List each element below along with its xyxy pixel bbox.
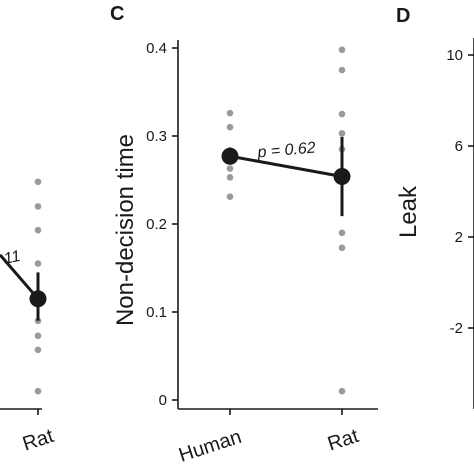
panel-c-point-0 xyxy=(226,109,234,117)
panel-b: 11 Rat xyxy=(0,178,57,456)
panel-c-point-13 xyxy=(338,387,346,395)
panel-c-x-label-rat: Rat xyxy=(325,425,362,456)
panel-b-point-7 xyxy=(34,387,42,395)
panel-d-y-tick-label-2: 2 xyxy=(455,229,463,246)
panel-c-point-3 xyxy=(226,165,234,172)
panel-c-p-value: p = 0.62 xyxy=(256,140,317,162)
panel-b-point-6 xyxy=(34,346,42,354)
panel-c-points xyxy=(226,46,346,395)
panel-c-mean-rat xyxy=(333,167,351,185)
panel-b-mean-connector xyxy=(0,253,40,300)
panel-c-y-tick-label-0: 0 xyxy=(159,392,167,409)
panel-c-y-tick-label-3: 0.3 xyxy=(146,128,167,145)
panel-d-y-ticks: 10 6 2 -2 xyxy=(446,47,474,337)
panel-b-annotation: 11 xyxy=(2,248,22,268)
panel-d-letter: D xyxy=(396,5,410,27)
panel-c-point-1 xyxy=(226,123,234,131)
panel-c-point-11 xyxy=(338,229,346,237)
panel-b-point-2 xyxy=(34,226,42,234)
panel-d-y-axis-label: Leak xyxy=(395,185,422,238)
panel-c-point-9 xyxy=(338,130,346,137)
panel-b-point-0 xyxy=(34,178,42,186)
panel-c-y-tick-label-2: 0.2 xyxy=(146,216,167,233)
panel-c-point-5 xyxy=(226,193,234,201)
panel-c-y-tick-label-4: 0.4 xyxy=(146,40,167,57)
panel-d-y-tick-label-1: 6 xyxy=(455,138,463,155)
panel-b-mean-marker xyxy=(29,290,47,308)
panel-c-y-ticks: 0 0.1 0.2 0.3 0.4 xyxy=(146,40,178,409)
panel-c-point-4 xyxy=(226,174,234,181)
panel-c-y-axis-label: Non-decision time xyxy=(112,134,139,326)
panel-b-point-3 xyxy=(34,260,42,267)
panel-d: D Leak 10 6 2 -2 xyxy=(395,5,474,409)
panel-d-y-tick-label-3: -2 xyxy=(450,320,463,337)
panel-d-y-tick-label-0: 10 xyxy=(446,47,463,64)
panel-b-point-5 xyxy=(34,332,42,340)
panel-c-mean-connector xyxy=(229,154,343,178)
panel-b-x-label-rat: Rat xyxy=(20,425,57,456)
panel-b-points xyxy=(34,178,42,395)
panel-b-point-1 xyxy=(34,203,42,210)
panel-c-mean-human xyxy=(221,147,239,165)
panel-c-point-6 xyxy=(338,46,346,54)
panel-c-x-label-human: Human xyxy=(176,426,244,467)
panel-c-mean-markers xyxy=(221,147,351,185)
panel-c-y-tick-label-1: 0.1 xyxy=(146,304,167,321)
panel-c: C Non-decision time 0 0.1 0.2 0.3 0.4 p = 0.… xyxy=(110,3,378,467)
panel-c-point-7 xyxy=(338,66,346,74)
panel-c-letter: C xyxy=(110,3,124,25)
panel-c-point-12 xyxy=(338,244,346,252)
panel-c-point-8 xyxy=(338,110,346,118)
